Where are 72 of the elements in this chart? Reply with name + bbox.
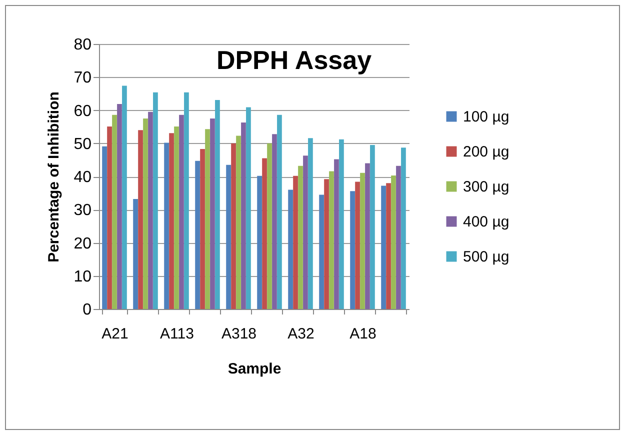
- bar: [179, 114, 184, 309]
- bar: [329, 171, 334, 309]
- bar: [215, 100, 220, 309]
- bar: [277, 114, 282, 309]
- bar: [262, 158, 267, 309]
- legend-label: 500 µg: [463, 248, 510, 266]
- y-tick-label: 60: [74, 102, 92, 120]
- bar: [112, 114, 117, 309]
- bar: [288, 190, 293, 309]
- bar: [401, 148, 406, 309]
- x-tick-label: A113: [160, 326, 194, 342]
- bar: [324, 179, 329, 309]
- bar: [298, 166, 303, 309]
- bar: [153, 92, 158, 309]
- bar: [365, 163, 370, 309]
- x-tick-label: A18: [350, 326, 376, 342]
- bar: [133, 199, 138, 309]
- y-tick-label: 30: [74, 202, 92, 220]
- bar: [272, 134, 277, 309]
- bar: [143, 118, 148, 309]
- y-tick-label: 10: [74, 268, 92, 286]
- bar: [257, 176, 262, 309]
- legend-label: 400 µg: [463, 214, 510, 230]
- y-tick-label: 80: [74, 36, 92, 54]
- bar: [169, 133, 174, 309]
- bar: [381, 186, 386, 309]
- bar: [102, 146, 107, 309]
- bar: [107, 126, 112, 309]
- bar: [355, 182, 360, 309]
- bar: [122, 86, 127, 309]
- bar: [148, 112, 153, 309]
- bar: [293, 176, 298, 309]
- y-tick-label: 70: [74, 70, 92, 87]
- bar: [184, 92, 189, 309]
- bar: [267, 143, 272, 309]
- bar: [246, 107, 251, 309]
- y-tick-label: 50: [74, 136, 92, 153]
- bar: [164, 142, 169, 309]
- bar: [210, 118, 215, 309]
- bar: [319, 194, 324, 309]
- bar: [370, 145, 375, 309]
- legend-label: 100 µg: [463, 108, 510, 126]
- y-tick-label: 20: [74, 235, 92, 252]
- bar: [231, 143, 236, 309]
- bar: [386, 183, 391, 309]
- y-tick-label: 0: [82, 302, 92, 318]
- bar: [205, 129, 210, 309]
- bar: [396, 166, 401, 309]
- y-tick-label: 40: [74, 169, 92, 186]
- bar: [303, 156, 308, 309]
- y-axis-title: Percentage of Inhibition: [46, 92, 63, 262]
- bar: [391, 176, 396, 309]
- x-tick-label: A318: [221, 326, 257, 342]
- bar: [339, 139, 344, 309]
- bar: [195, 160, 200, 309]
- bar: [138, 130, 143, 309]
- bar: [241, 122, 246, 309]
- bar: [334, 159, 339, 309]
- x-tick-label: A21: [102, 326, 128, 342]
- bar: [236, 136, 241, 309]
- bar: [360, 172, 365, 309]
- bar: [350, 191, 355, 309]
- x-tick-label: A32: [288, 326, 314, 342]
- legend-label: 200 µg: [463, 144, 510, 160]
- bar: [117, 104, 122, 309]
- bar: [308, 138, 313, 309]
- chart-title: DPPH Assay: [216, 45, 372, 75]
- bar: [174, 126, 179, 309]
- bar: [200, 149, 205, 309]
- bar: [226, 164, 231, 309]
- x-axis-title: Sample: [228, 360, 282, 378]
- legend-label: 300 µg: [463, 178, 510, 196]
